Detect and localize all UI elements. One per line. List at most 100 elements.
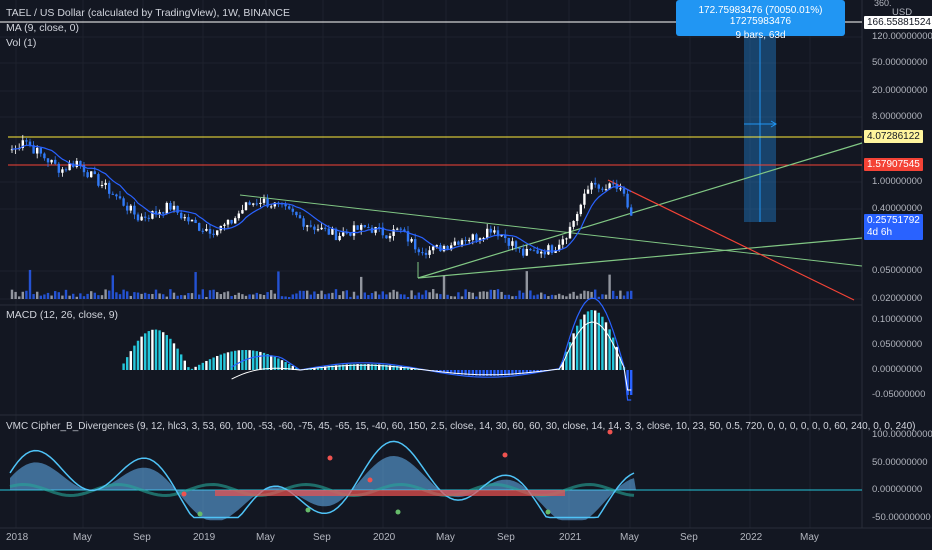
candle-body bbox=[493, 230, 496, 233]
candle-body bbox=[583, 193, 586, 205]
candle-body bbox=[547, 245, 550, 255]
time-tick-label: May bbox=[436, 532, 455, 543]
volume-bar bbox=[43, 294, 46, 299]
macd-histogram-bar bbox=[406, 367, 410, 370]
time-tick-label: Sep bbox=[680, 532, 698, 543]
macd-histogram-bar bbox=[381, 364, 384, 370]
volume-bar bbox=[97, 295, 100, 299]
volume-bar bbox=[590, 291, 593, 299]
macd-histogram-bar bbox=[478, 370, 482, 376]
volume-bar bbox=[536, 294, 539, 299]
macd-histogram-bar bbox=[219, 354, 222, 370]
candle-body bbox=[478, 238, 482, 241]
ma-legend[interactable]: MA (9, close, 0) bbox=[6, 22, 79, 34]
volume-bar bbox=[349, 296, 352, 299]
candle-body bbox=[100, 185, 104, 187]
macd-histogram-bar bbox=[583, 314, 586, 370]
volume-bar bbox=[604, 294, 608, 299]
candle-body bbox=[594, 182, 597, 185]
symbol-title: TAEL / US Dollar (calculated by TradingV… bbox=[6, 7, 290, 19]
macd-histogram-bar bbox=[486, 370, 489, 376]
macd-histogram-bar bbox=[151, 329, 154, 370]
current-price-value: 0.25751792 bbox=[867, 215, 920, 226]
volume-bar bbox=[619, 290, 622, 299]
candle-body bbox=[622, 188, 626, 194]
candle-body bbox=[230, 219, 233, 224]
macd-tick-label: 0.05000000 bbox=[872, 339, 923, 350]
volume-bar bbox=[118, 294, 122, 299]
volume-bar bbox=[126, 291, 129, 299]
macd-histogram-bar bbox=[259, 351, 262, 370]
macd-histogram-bar bbox=[158, 330, 161, 370]
macd-histogram-bar bbox=[144, 333, 147, 370]
vmc-legend[interactable]: VMC Cipher_B_Divergences (9, 12, hlc3, 3… bbox=[6, 421, 915, 432]
volume-bar bbox=[100, 295, 104, 299]
time-tick-label: May bbox=[800, 532, 819, 543]
candle-body bbox=[190, 219, 194, 222]
candle-body bbox=[316, 229, 320, 231]
macd-histogram-bar bbox=[514, 370, 518, 375]
volume-bar bbox=[622, 295, 626, 299]
grid-lines bbox=[0, 0, 862, 528]
candle-body bbox=[216, 230, 219, 235]
candle-body bbox=[295, 211, 298, 216]
volume-bar bbox=[532, 295, 536, 299]
volume-bar bbox=[442, 275, 446, 299]
candle-body bbox=[435, 245, 438, 247]
macd-histogram-bar bbox=[399, 366, 402, 370]
candle-body bbox=[334, 228, 338, 241]
candle-body bbox=[504, 234, 507, 239]
macd-legend[interactable]: MACD (12, 26, close, 9) bbox=[6, 309, 118, 321]
volume-bar bbox=[435, 293, 438, 299]
candle-body bbox=[540, 251, 543, 254]
candle-body bbox=[630, 207, 633, 216]
ma-legend-label: MA (9, close, 0) bbox=[6, 22, 79, 34]
price-tick-label: 0.40000000 bbox=[872, 203, 923, 214]
macd-histogram-bar bbox=[374, 364, 377, 370]
candle-body bbox=[129, 205, 132, 211]
volume-bar bbox=[486, 291, 489, 299]
time-tick-label: 2021 bbox=[559, 532, 582, 543]
volume-bar bbox=[572, 291, 575, 299]
candle-body bbox=[525, 248, 528, 256]
volume-bar bbox=[104, 289, 107, 299]
price-tick-label: 0.05000000 bbox=[872, 265, 923, 276]
volume-bar bbox=[334, 289, 338, 299]
macd-histogram-bar bbox=[363, 364, 366, 370]
macd-histogram-bar bbox=[604, 322, 608, 370]
descending-trend-line bbox=[239, 194, 863, 267]
candle-body bbox=[460, 240, 464, 245]
macd-histogram-bar bbox=[133, 345, 136, 370]
candle-body bbox=[151, 211, 154, 219]
macd-histogram-bar bbox=[313, 367, 316, 370]
candle-body bbox=[601, 188, 604, 190]
macd-histogram-bar bbox=[273, 356, 276, 370]
candle-body bbox=[291, 208, 294, 212]
vmc-sell-dot bbox=[367, 477, 373, 483]
macd-histogram-bar bbox=[525, 370, 528, 374]
candle-body bbox=[518, 247, 521, 249]
volume-bar bbox=[453, 296, 456, 299]
volume-bar bbox=[54, 291, 57, 299]
volume-bar bbox=[586, 291, 590, 299]
macd-histogram-bar bbox=[504, 370, 507, 376]
volume-bar bbox=[133, 292, 136, 299]
volume-bar bbox=[489, 289, 492, 299]
price-tick-label: 20.00000000 bbox=[872, 85, 928, 96]
candle-body bbox=[313, 226, 316, 230]
volume-bar bbox=[493, 290, 496, 299]
candle-body bbox=[309, 225, 312, 227]
volume-bar bbox=[111, 275, 114, 299]
symbol-legend[interactable]: TAEL / US Dollar (calculated by TradingV… bbox=[6, 7, 290, 19]
candle-body bbox=[396, 228, 399, 230]
volume-bar bbox=[381, 291, 384, 299]
volume-bar bbox=[579, 293, 582, 299]
vol-legend[interactable]: Vol (1) bbox=[6, 37, 36, 49]
moving-average-line bbox=[11, 144, 632, 252]
candle-body bbox=[511, 241, 514, 246]
volume-bar bbox=[234, 294, 237, 299]
candle-body bbox=[464, 240, 467, 242]
macd-histogram-bar bbox=[198, 364, 201, 370]
